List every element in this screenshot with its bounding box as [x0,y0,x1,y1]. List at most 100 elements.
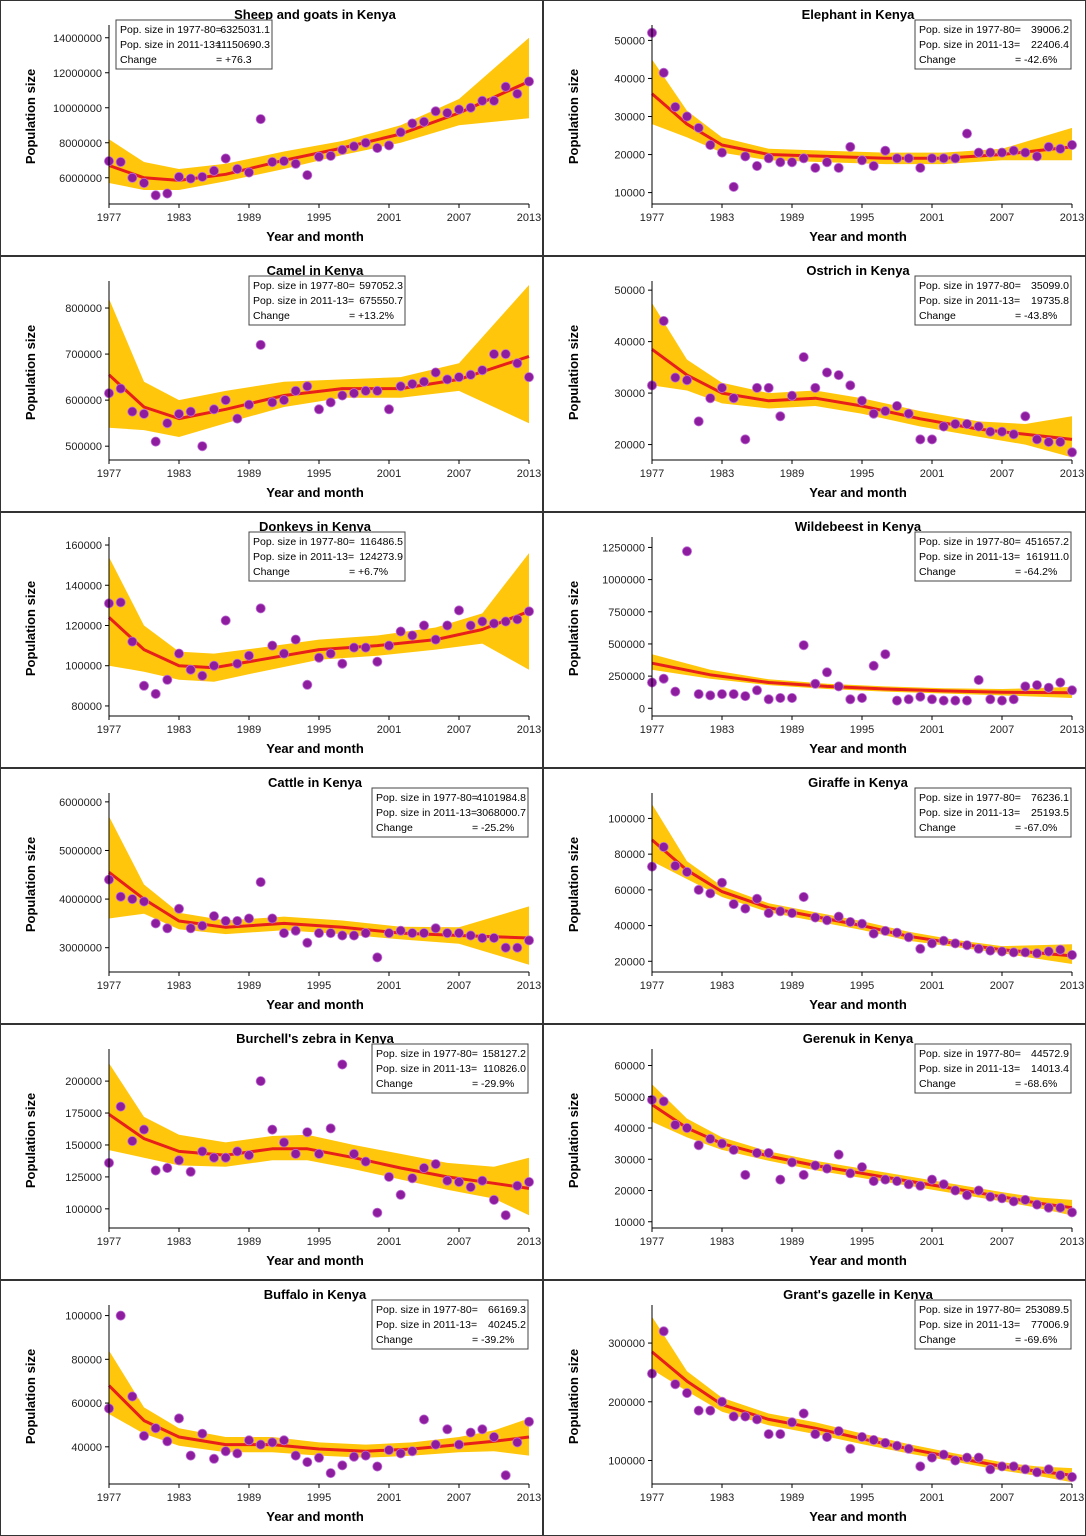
data-point [465,620,476,631]
data-point [903,932,914,943]
data-point [950,1185,961,1196]
data-point [856,155,867,166]
data-point [1008,145,1019,156]
data-point [313,151,324,162]
chart-svg: Camel in Kenya 500000 600000 700000 800000 19… [23,263,541,500]
data-point [716,382,727,393]
stats-box: Pop. size in 1977-80= 44572.9 Pop. size in… [914,1043,1072,1094]
y-tick-label: 700000 [65,349,102,361]
data-point [512,942,523,953]
x-tick-label: 1995 [850,980,874,992]
data-point [810,162,821,173]
chart-svg: Ostrich in Kenya 20000 30000 40000 50000 1977… [566,263,1084,500]
x-tick-label: 1977 [640,212,664,224]
data-point [453,928,464,939]
data-point [138,896,149,907]
data-point [500,942,511,953]
data-point [786,1417,797,1428]
data-point [138,1124,149,1135]
data-point [488,932,499,943]
data-point [243,1150,254,1161]
chart-title: Camel in Kenya [267,263,365,278]
stats-value-change: = -42.6% [1015,54,1057,66]
data-point [512,88,523,99]
data-point [763,382,774,393]
data-point [453,372,464,383]
data-point [1055,944,1066,955]
data-point [278,648,289,659]
data-point [115,1310,126,1321]
data-point [127,1136,138,1147]
x-tick-label: 1977 [640,468,664,480]
data-point [255,1439,266,1450]
data-point [255,603,266,614]
data-point [868,160,879,171]
data-point [512,614,523,625]
data-point [185,1166,196,1177]
stats-value-early: 44572.9 [1031,1048,1069,1060]
data-point [938,695,949,706]
data-point [705,1405,716,1416]
data-point [716,1138,727,1149]
chart-title: Donkeys in Kenya [259,519,372,534]
stats-label-change: Change [253,310,290,322]
data-point [728,181,739,192]
stats-value-early: 4101984.8 [476,792,526,804]
y-tick-label: 250000 [608,671,645,683]
data-point [810,382,821,393]
data-point [775,906,786,917]
x-tick-label: 2007 [990,1492,1014,1504]
stats-value-late: 14013.4 [1031,1063,1069,1075]
data-point [232,915,243,926]
data-point [348,642,359,653]
stats-box: Pop. size in 1977-80=4101984.8 Pop. size … [371,787,529,838]
x-tick-label: 1977 [640,1492,664,1504]
data-point [915,162,926,173]
data-point [500,349,511,360]
data-point [430,367,441,378]
data-point [162,674,173,685]
chart-svg: Burchell's zebra in Kenya 100000 125000 150… [23,1031,541,1268]
data-point [407,928,418,939]
y-tick-label: 40000 [614,337,645,349]
data-point [985,945,996,956]
stats-value-change: = -43.8% [1015,310,1057,322]
data-point [833,681,844,692]
data-point [1008,947,1019,958]
x-tick-label: 1983 [710,212,734,224]
y-tick-label: 100000 [608,813,645,825]
data-point [740,434,751,445]
data-point [173,1413,184,1424]
data-point [880,406,891,417]
x-tick-label: 1989 [780,1236,804,1248]
x-axis-label: Year and month [266,1509,364,1524]
data-point [488,95,499,106]
data-point [1008,694,1019,705]
data-point [891,695,902,706]
data-point [740,1411,751,1422]
data-point [290,385,301,396]
x-tick-label: 2001 [920,1492,944,1504]
x-tick-label: 1995 [307,212,331,224]
data-point [961,418,972,429]
y-tick-label: 500000 [608,639,645,651]
data-point [705,690,716,701]
data-point [856,1431,867,1442]
stats-label-early: Pop. size in 1977-80= [919,792,1021,804]
data-point [418,1414,429,1425]
x-tick-label: 1989 [780,212,804,224]
y-tick-label: 30000 [614,112,645,124]
data-point [150,1423,161,1434]
data-point [360,385,371,396]
data-point [208,165,219,176]
data-point [728,1144,739,1155]
stats-value-late: 19735.8 [1031,295,1069,307]
x-tick-label: 2013 [517,1492,541,1504]
data-point [961,1190,972,1201]
x-tick-label: 1977 [97,1236,121,1248]
x-tick-label: 1983 [167,1492,191,1504]
x-axis-label: Year and month [809,229,907,244]
data-point [255,339,266,350]
stats-label-change: Change [376,822,413,834]
data-point [500,616,511,627]
